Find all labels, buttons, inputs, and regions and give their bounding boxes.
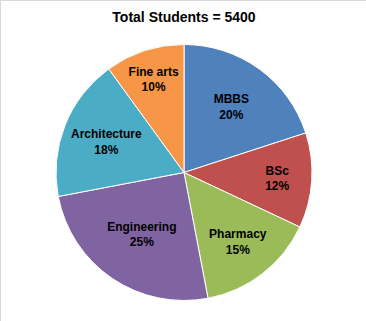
svg-text:BSc12%: BSc12% bbox=[265, 164, 289, 194]
svg-text:MBBS20%: MBBS20% bbox=[214, 92, 249, 122]
svg-text:Fine arts10%: Fine arts10% bbox=[129, 65, 179, 95]
svg-text:Total Students = 5400: Total Students = 5400 bbox=[112, 9, 255, 25]
svg-text:Architecture18%: Architecture18% bbox=[71, 127, 142, 157]
svg-text:Engineering25%: Engineering25% bbox=[107, 220, 176, 250]
svg-text:Pharmacy15%: Pharmacy15% bbox=[209, 227, 267, 257]
